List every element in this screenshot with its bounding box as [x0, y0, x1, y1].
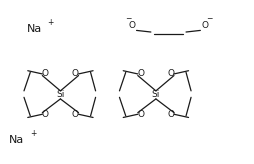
Text: O: O [137, 110, 144, 119]
Text: Si: Si [56, 90, 65, 99]
Text: O: O [201, 21, 208, 30]
Text: O: O [129, 21, 136, 30]
Text: O: O [42, 69, 49, 78]
Text: −: − [206, 14, 213, 23]
Text: O: O [137, 69, 144, 78]
Text: O: O [167, 69, 174, 78]
Text: Na: Na [9, 135, 24, 145]
Text: O: O [42, 110, 49, 119]
Text: +: + [47, 18, 54, 27]
Text: Na: Na [26, 24, 42, 34]
Text: −: − [125, 14, 131, 23]
Text: +: + [30, 129, 36, 138]
Text: Si: Si [152, 90, 160, 99]
Text: O: O [167, 110, 174, 119]
Text: O: O [72, 110, 79, 119]
Text: O: O [72, 69, 79, 78]
